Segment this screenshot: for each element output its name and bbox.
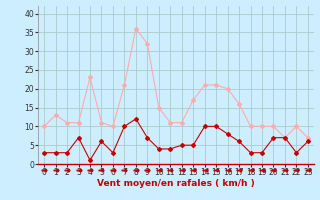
X-axis label: Vent moyen/en rafales ( km/h ): Vent moyen/en rafales ( km/h ) — [97, 179, 255, 188]
